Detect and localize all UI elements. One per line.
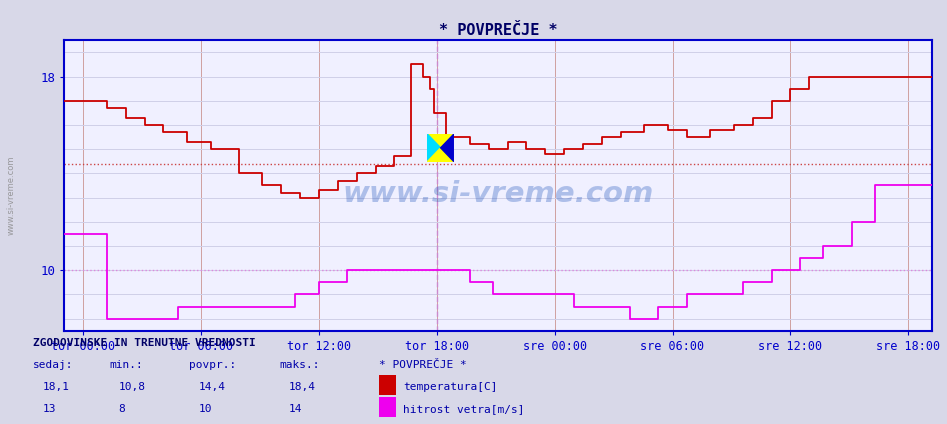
Text: sedaj:: sedaj: bbox=[33, 360, 74, 370]
Text: 13: 13 bbox=[43, 404, 56, 414]
Text: temperatura[C]: temperatura[C] bbox=[403, 382, 498, 392]
Text: ZGODOVINSKE IN TRENUTNE VREDNOSTI: ZGODOVINSKE IN TRENUTNE VREDNOSTI bbox=[33, 338, 256, 348]
Text: min.:: min.: bbox=[109, 360, 143, 370]
Text: 18,1: 18,1 bbox=[43, 382, 70, 392]
Text: 14,4: 14,4 bbox=[199, 382, 226, 392]
Text: hitrost vetra[m/s]: hitrost vetra[m/s] bbox=[403, 404, 525, 414]
Text: www.si-vreme.com: www.si-vreme.com bbox=[7, 155, 16, 235]
Text: povpr.:: povpr.: bbox=[189, 360, 237, 370]
Title: * POVPREČJE *: * POVPREČJE * bbox=[438, 23, 558, 38]
Text: 18,4: 18,4 bbox=[289, 382, 316, 392]
Text: www.si-vreme.com: www.si-vreme.com bbox=[343, 180, 653, 208]
Text: maks.:: maks.: bbox=[279, 360, 320, 370]
Polygon shape bbox=[440, 134, 454, 162]
Polygon shape bbox=[427, 148, 454, 162]
Text: * POVPREČJE *: * POVPREČJE * bbox=[379, 360, 467, 370]
Text: 8: 8 bbox=[118, 404, 125, 414]
Polygon shape bbox=[427, 134, 440, 162]
Bar bbox=[379, 397, 396, 417]
Text: 10: 10 bbox=[199, 404, 212, 414]
Bar bbox=[379, 375, 396, 395]
Text: 10,8: 10,8 bbox=[118, 382, 146, 392]
Polygon shape bbox=[427, 134, 454, 162]
Text: 14: 14 bbox=[289, 404, 302, 414]
